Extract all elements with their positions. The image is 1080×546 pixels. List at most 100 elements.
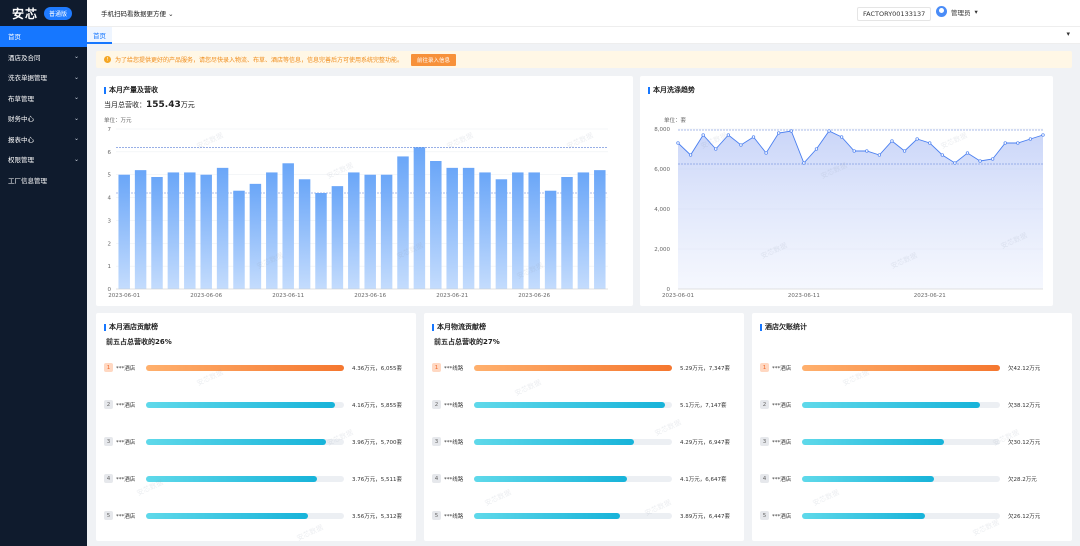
rank-badge: 3 xyxy=(104,437,113,446)
bar xyxy=(528,172,540,289)
logistics-rank-card: 本月物流贡献榜 前五占总营收的27% 1 ***线路 5.29万元，7,347套 2 *… xyxy=(424,313,744,541)
sidebar-item-label: 首页 xyxy=(8,33,21,42)
bar xyxy=(282,163,294,289)
sidebar-item-0[interactable]: 首页 xyxy=(0,26,87,47)
revenue-card-title: 本月产量及营收 xyxy=(104,85,158,95)
rank-row: 5 ***酒店 3.56万元，5,312套 xyxy=(104,510,414,522)
y-tick-label: 8,000 xyxy=(654,127,670,133)
data-point xyxy=(953,161,957,165)
y-tick-label: 5 xyxy=(108,173,112,179)
chevron-down-icon: ⌄ xyxy=(73,114,79,122)
revenue-bar-chart: 0 1 2 3 4 5 6 7 2023-06-01 2023-06-06 2023-06-11 20… xyxy=(108,127,608,299)
rank-badge: 5 xyxy=(760,511,769,520)
x-tick-label: 2023-06-01 xyxy=(662,293,694,299)
rank-bar-track xyxy=(474,365,672,371)
watermark: 安芯数据 xyxy=(811,488,841,508)
bar xyxy=(430,161,442,289)
sidebar-item-4[interactable]: 财务中心 ⌄ xyxy=(0,108,87,129)
rank-bar-fill xyxy=(474,476,628,482)
rank-row: 3 ***酒店 欠30.12万元 xyxy=(760,436,1070,448)
sidebar-item-5[interactable]: 报表中心 ⌄ xyxy=(0,129,87,150)
mobile-qr-link[interactable]: 手机扫码看数据更方便 ⌄ xyxy=(101,10,174,18)
rank-value: 3.89万元，6,447套 xyxy=(680,514,730,520)
x-tick-label: 2023-06-21 xyxy=(914,293,946,299)
user-menu[interactable]: 管理员 ▾ xyxy=(936,6,978,17)
data-point xyxy=(1041,133,1045,137)
data-point xyxy=(739,143,743,147)
y-tick-label: 2,000 xyxy=(654,247,670,253)
sidebar-item-6[interactable]: 权限管理 ⌄ xyxy=(0,149,87,170)
rank-bar-track xyxy=(802,476,1000,482)
sidebar-item-label: 财务中心 xyxy=(8,115,34,124)
rank-row: 5 ***酒店 欠26.12万元 xyxy=(760,510,1070,522)
caret-down-icon: ▾ xyxy=(974,7,978,16)
rank-name: ***线路 xyxy=(444,403,464,409)
rank-bar-fill xyxy=(802,365,1000,371)
bar xyxy=(479,172,491,289)
sidebar-item-1[interactable]: 酒店及合同 ⌄ xyxy=(0,47,87,68)
bar xyxy=(134,170,147,289)
rank-badge: 1 xyxy=(432,363,441,372)
data-point xyxy=(1028,137,1033,141)
rank-badge: 4 xyxy=(104,474,113,483)
tab-bar: 首页 ▾ xyxy=(87,26,1080,44)
sidebar-item-7[interactable]: 工厂信息管理 xyxy=(0,170,87,191)
bar xyxy=(495,179,508,289)
bar xyxy=(561,177,573,289)
wash-card-title: 本月洗涤趋势 xyxy=(648,85,695,95)
rank-row: 1 ***线路 5.29万元，7,347套 xyxy=(432,362,742,374)
rank-bar-fill xyxy=(146,402,336,408)
x-tick-label: 2023-06-11 xyxy=(272,293,304,299)
chevron-down-icon: ⌄ xyxy=(73,155,79,163)
revenue-total-value: 155.43 xyxy=(146,100,181,110)
x-tick-label: 2023-06-26 xyxy=(518,293,550,299)
user-name: 管理员 xyxy=(951,8,971,17)
rank-name: ***酒店 xyxy=(772,477,792,483)
series-line xyxy=(677,130,1044,164)
tab-home[interactable]: 首页 xyxy=(87,27,112,44)
rank-row: 4 ***酒店 欠28.2万元 xyxy=(760,473,1070,485)
rank-bar-track xyxy=(802,513,1000,519)
y-tick-label: 7 xyxy=(108,127,112,133)
data-point xyxy=(726,133,730,137)
x-tick-label: 2023-06-11 xyxy=(788,293,820,299)
y-tick-label: 4 xyxy=(108,196,112,202)
revenue-unit-label: 单位：万元 xyxy=(104,118,132,124)
chevron-down-icon: ⌄ xyxy=(73,94,79,102)
rank-row: 2 ***线路 5.1万元，7,147套 xyxy=(432,399,742,411)
data-point xyxy=(701,133,705,137)
revenue-total: 当月总营收：155.43万元 xyxy=(104,100,195,110)
tabs-dropdown-icon[interactable]: ▾ xyxy=(1066,30,1070,38)
rank-value: 3.56万元，5,312套 xyxy=(352,514,402,520)
rank-bar-fill xyxy=(146,476,318,482)
rank-row: 2 ***酒店 4.16万元，5,855套 xyxy=(104,399,414,411)
rank-row: 4 ***酒店 3.76万元，5,511套 xyxy=(104,473,414,485)
data-point xyxy=(802,161,806,165)
bar xyxy=(184,172,196,289)
data-point xyxy=(827,129,831,133)
rank-row: 4 ***线路 4.1万元，6,647套 xyxy=(432,473,742,485)
watermark: 安芯数据 xyxy=(513,378,543,398)
data-point xyxy=(777,131,781,135)
rank-value: 4.16万元，5,855套 xyxy=(352,403,402,409)
y-tick-label: 6 xyxy=(108,150,112,156)
x-tick-label: 2023-06-01 xyxy=(108,293,140,299)
data-point xyxy=(688,153,693,157)
bar xyxy=(397,156,409,289)
y-tick-label: 0 xyxy=(667,287,671,293)
sidebar-item-2[interactable]: 洗衣单据管理 ⌄ xyxy=(0,67,87,88)
rank-value: 5.29万元，7,347套 xyxy=(680,366,730,372)
debt-rank-card: 酒店欠账统计 1 ***酒店 欠42.12万元 2 ***酒店 欠38.12万元 3 ***酒… xyxy=(752,313,1072,541)
top-bar: 手机扫码看数据更方便 ⌄ xyxy=(87,0,1080,26)
bar xyxy=(200,174,212,289)
data-point xyxy=(890,139,894,143)
bar xyxy=(216,167,229,289)
enter-info-button[interactable]: 前往录入信息 xyxy=(411,53,457,66)
rank-name: ***酒店 xyxy=(116,477,136,483)
y-tick-label: 0 xyxy=(108,287,112,293)
data-point xyxy=(714,147,718,151)
data-point xyxy=(902,149,907,153)
sidebar-item-label: 酒店及合同 xyxy=(8,53,41,62)
sidebar-item-3[interactable]: 布草管理 ⌄ xyxy=(0,88,87,109)
watermark: 安芯数据 xyxy=(295,523,325,543)
